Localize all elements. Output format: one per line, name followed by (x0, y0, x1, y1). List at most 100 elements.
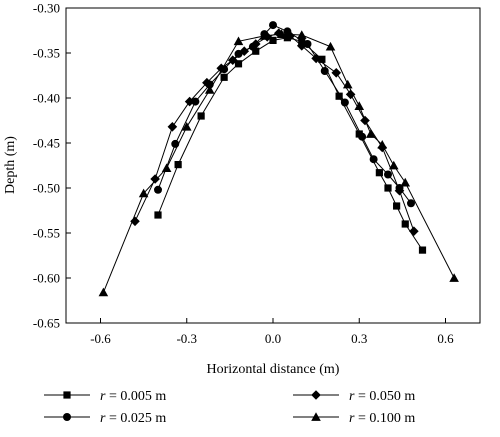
plot-frame (65, 7, 481, 324)
data-point (377, 140, 388, 149)
data-point (369, 155, 378, 164)
legend-value: = 0.050 m (354, 389, 415, 404)
data-point (318, 55, 326, 63)
legend-label: r = 0.050 m (349, 389, 415, 404)
legend-marker (311, 412, 321, 421)
data-point (154, 211, 162, 219)
series-group (98, 21, 459, 297)
y-tick-label: -0.40 (33, 91, 60, 106)
legend-symbol: r (349, 411, 355, 426)
legend-item: r = 0.100 m (293, 411, 415, 426)
data-point (252, 47, 260, 55)
legend-item: r = 0.025 m (44, 411, 166, 426)
data-point (269, 36, 277, 44)
data-point (234, 49, 243, 58)
legend-label: r = 0.025 m (100, 411, 166, 426)
data-point (234, 60, 243, 68)
series-triangle (98, 29, 459, 297)
data-point (331, 68, 342, 78)
legend-value: = 0.005 m (105, 389, 166, 404)
data-point (150, 174, 160, 184)
data-point (354, 101, 365, 110)
series-diamond (130, 28, 419, 236)
data-point (130, 216, 140, 227)
x-tick-label: 0.0 (265, 331, 281, 346)
data-point (248, 42, 257, 51)
data-point (138, 188, 149, 198)
x-tick-label: -0.6 (90, 331, 111, 346)
legend-item: r = 0.050 m (293, 389, 415, 404)
y-tick-label: -0.45 (33, 136, 60, 151)
y-tick-label: -0.50 (33, 181, 60, 196)
data-point (154, 185, 162, 194)
data-point (335, 92, 343, 100)
legend-label: r = 0.100 m (349, 411, 415, 426)
data-point (449, 273, 459, 282)
data-point (276, 29, 287, 38)
data-point (358, 132, 367, 141)
x-axis-label: Horizontal distance (m) (207, 362, 340, 377)
data-point (325, 41, 336, 51)
data-point (285, 31, 296, 41)
y-tick-label: -0.65 (33, 316, 60, 331)
legend-value: = 0.025 m (105, 411, 166, 426)
data-point (303, 40, 312, 48)
data-point (345, 89, 356, 100)
data-point (259, 31, 270, 40)
series-line (157, 24, 412, 204)
x-tick-label: -0.3 (176, 331, 197, 346)
data-point (181, 122, 192, 131)
data-point (400, 177, 411, 187)
legend-marker (63, 391, 71, 399)
series-line (102, 33, 455, 293)
data-point (98, 287, 109, 297)
legend-symbol: r (349, 389, 355, 404)
axes: -0.6 -0.3 0.0 0.3 0.6 -0.30 -0.35 -0.40 -0.45 -0.… (33, 1, 481, 346)
data-point (342, 79, 353, 89)
y-tick-label: -0.55 (33, 226, 60, 241)
data-point (283, 27, 292, 36)
legend-marker (311, 390, 321, 400)
y-tick-label: -0.60 (33, 271, 60, 286)
data-point (233, 36, 244, 46)
data-point (174, 161, 182, 169)
data-point (220, 73, 228, 81)
data-point (340, 98, 349, 107)
legend-symbol: r (100, 411, 106, 426)
legend-item: r = 0.005 m (44, 389, 166, 404)
data-point (204, 85, 215, 94)
data-point (184, 96, 195, 107)
data-point (191, 97, 200, 106)
data-point (375, 169, 383, 177)
data-point (388, 160, 399, 170)
y-tick-label: -0.30 (33, 1, 60, 16)
data-point (384, 170, 392, 179)
data-point (365, 129, 376, 138)
y-tick-label: -0.35 (33, 46, 60, 61)
y-axis-label: Depth (m) (3, 136, 18, 194)
series-square (154, 34, 427, 254)
legend-symbol: r (100, 389, 106, 404)
data-point (393, 202, 401, 210)
legend-value: = 0.100 m (354, 411, 415, 426)
x-tick-label: 0.6 (437, 331, 454, 346)
data-point (384, 184, 392, 192)
x-tick-label: 0.3 (351, 331, 367, 346)
data-point (320, 67, 329, 75)
legend-label: r = 0.005 m (100, 389, 166, 404)
data-point (269, 21, 277, 30)
data-point (418, 246, 427, 254)
data-point (296, 30, 307, 39)
data-point (407, 199, 415, 208)
data-point (197, 112, 205, 120)
data-point (401, 220, 409, 228)
data-point (167, 122, 178, 132)
data-point (220, 65, 229, 74)
legend-marker (63, 413, 71, 421)
data-point (409, 226, 419, 236)
series-circle (154, 21, 415, 208)
data-point (161, 163, 172, 173)
